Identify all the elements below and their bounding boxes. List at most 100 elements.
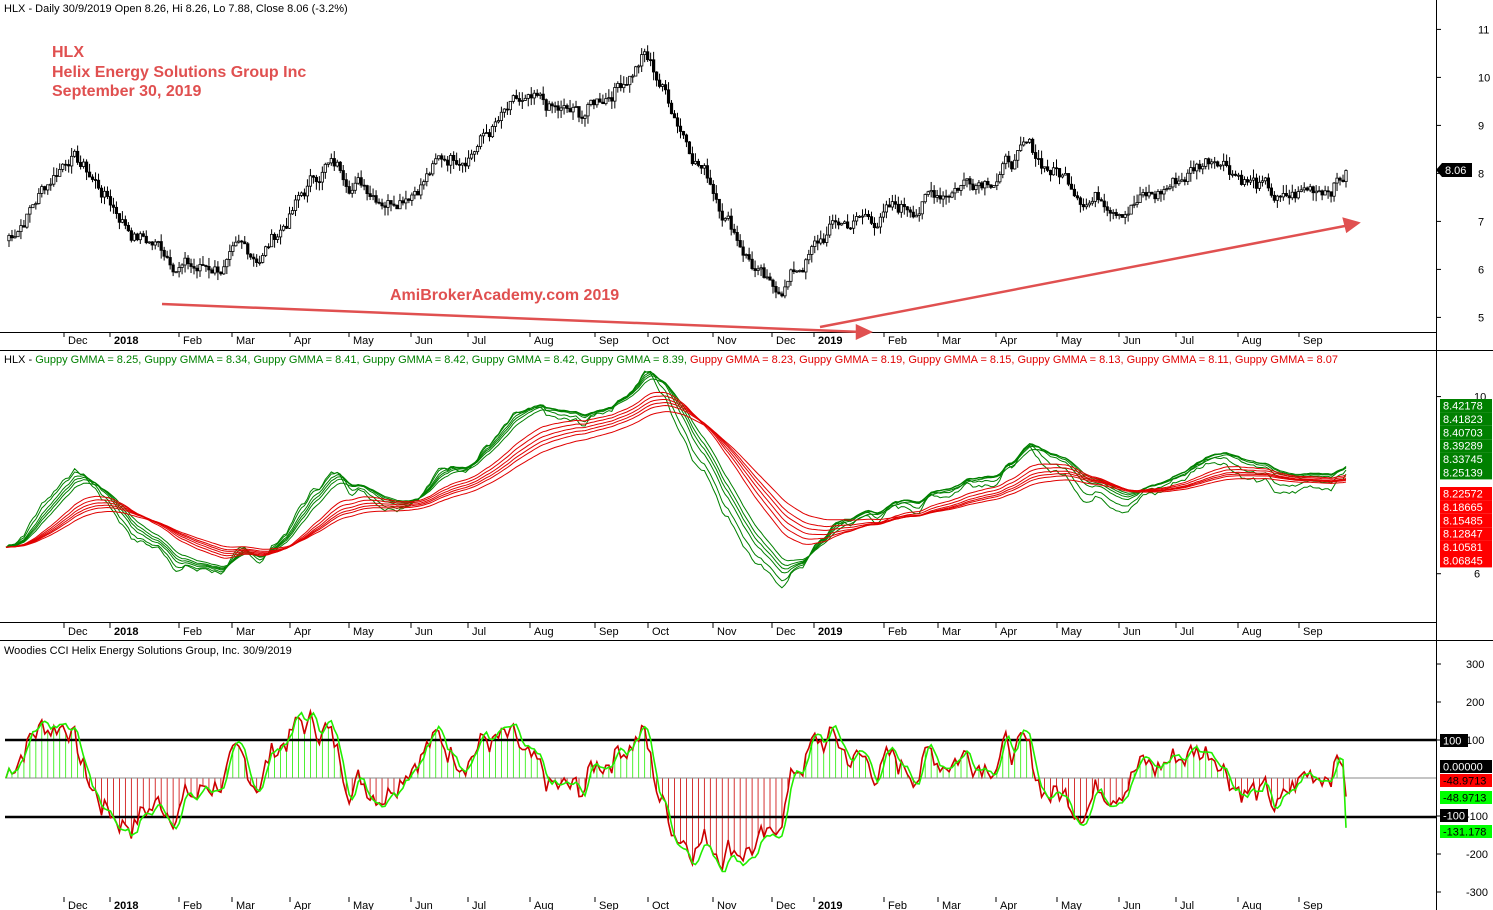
gmma-header-item: Guppy GMMA = 8.23,	[690, 354, 799, 366]
month-label: Sep	[1303, 626, 1323, 638]
gmma-short-line	[5, 378, 1347, 567]
candle-body	[881, 211, 886, 218]
candle-body	[1308, 186, 1312, 191]
candle-body	[40, 186, 44, 194]
candle-body	[592, 99, 596, 106]
candle-body	[1117, 214, 1121, 216]
candle-body	[347, 186, 351, 194]
candle-body	[505, 108, 509, 111]
candle-body	[1257, 181, 1262, 189]
candle-body	[971, 183, 975, 191]
candle-body	[762, 267, 766, 278]
candle-body	[851, 220, 856, 229]
candle-body	[317, 181, 321, 184]
candle-body	[1048, 169, 1053, 176]
candle-body	[320, 171, 324, 183]
candle-body	[1171, 177, 1175, 188]
candle-body	[780, 293, 784, 297]
candle-body	[616, 83, 620, 88]
candle-body	[977, 182, 981, 187]
candle-body	[401, 200, 405, 204]
cci-badge-text: -48.9713	[1443, 793, 1486, 805]
gmma-header-item: Guppy GMMA = 8.19,	[799, 354, 908, 366]
annotation-ticker: HLX	[52, 44, 84, 61]
candle-body	[1042, 166, 1047, 169]
candle-body	[1031, 138, 1035, 153]
candle-body	[222, 266, 226, 275]
gmma-header: HLX - Guppy GMMA = 8.25, Guppy GMMA = 8.…	[4, 354, 1338, 366]
candle-body	[1093, 192, 1097, 202]
cci-badge-text: -100	[1443, 811, 1465, 823]
candle-body	[637, 65, 641, 68]
month-label: Jul	[472, 900, 486, 910]
candle-body	[135, 233, 139, 241]
candle-body	[538, 93, 542, 96]
month-label: 2019	[818, 335, 842, 347]
candle-body	[860, 215, 865, 218]
candle-body	[663, 84, 668, 91]
candle-body	[79, 161, 83, 167]
candle-body	[696, 160, 700, 166]
gmma-badge-red-text: 8.12847	[1443, 529, 1483, 541]
month-label: Mar	[236, 900, 255, 910]
candle-body	[389, 200, 393, 205]
candle-body	[213, 266, 217, 274]
candle-body	[10, 235, 14, 239]
candle-body	[404, 198, 408, 204]
candle-body	[1162, 189, 1166, 195]
candle-body	[413, 190, 417, 196]
month-label: Sep	[599, 335, 619, 347]
cci-badge-text: 0.00000	[1443, 762, 1483, 774]
candle-body	[741, 246, 745, 256]
candle-body	[120, 219, 124, 223]
candle-body	[165, 255, 169, 258]
month-label: Dec	[776, 335, 796, 347]
candle-body	[699, 165, 703, 169]
candle-body	[490, 126, 495, 138]
candle-body	[514, 95, 518, 99]
candle-body	[1102, 200, 1106, 208]
candle-body	[1326, 190, 1330, 193]
candle-body	[1195, 163, 1199, 172]
candle-body	[675, 117, 680, 127]
candle-body	[926, 191, 930, 195]
gmma-badge-red-text: 8.06845	[1443, 556, 1483, 568]
candle-body	[544, 99, 548, 111]
candle-body	[798, 270, 802, 272]
candle-body	[201, 264, 205, 266]
candle-body	[911, 211, 915, 218]
candle-body	[1219, 164, 1223, 167]
candle-body	[326, 162, 330, 165]
candle-body	[189, 263, 193, 267]
candle-body	[1216, 161, 1220, 167]
candle-body	[398, 200, 402, 210]
candle-body	[1290, 191, 1294, 199]
gmma-header-item: Guppy GMMA = 8.13,	[1017, 354, 1126, 366]
candle-body	[1111, 212, 1115, 214]
month-label: Dec	[68, 900, 88, 910]
candle-body	[84, 161, 89, 173]
candle-body	[150, 241, 154, 246]
month-label: Dec	[68, 626, 88, 638]
candle-body	[195, 267, 199, 272]
candle-body	[914, 214, 918, 218]
candle-body	[7, 235, 11, 242]
candle-body	[1159, 191, 1163, 195]
watermark-text: AmiBrokerAcademy.com 2019	[390, 287, 619, 304]
candle-body	[1108, 209, 1112, 214]
candle-body	[246, 243, 250, 255]
candle-body	[1004, 155, 1008, 165]
candle-body	[1284, 193, 1288, 197]
candle-body	[902, 204, 906, 208]
candle-body	[831, 220, 835, 225]
gmma-header-prefix: HLX -	[4, 354, 35, 366]
candle-body	[407, 198, 411, 201]
candle-body	[431, 163, 435, 175]
candle-body	[365, 185, 369, 195]
candle-body	[1126, 213, 1130, 216]
candle-body	[1054, 167, 1059, 170]
candle-body	[968, 178, 972, 185]
candle-body	[759, 267, 763, 270]
candle-body	[443, 158, 447, 161]
price-tick-label: 10	[1478, 72, 1490, 84]
